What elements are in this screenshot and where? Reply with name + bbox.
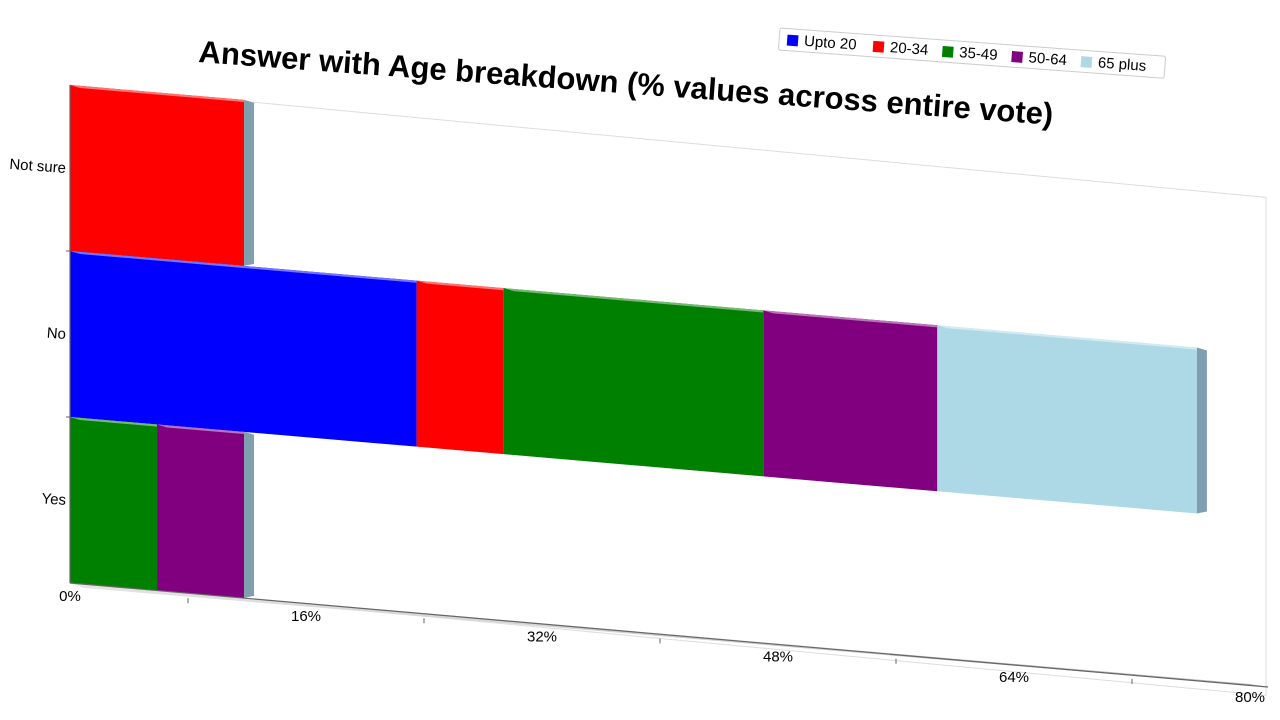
legend-entry: 50-64 [1028, 49, 1068, 69]
legend-entry: 65 plus [1097, 54, 1146, 74]
bar-side-yes [244, 431, 255, 598]
legend: Upto 20 20-34 35-49 50-64 65 plus [778, 27, 1167, 79]
bar-not-sure-1 [70, 85, 245, 266]
legend-swatch [1011, 51, 1024, 63]
bar-top-no-3 [763, 310, 948, 329]
legend-box: Upto 20 20-34 35-49 50-64 65 plus [778, 27, 1167, 79]
bar-yes-3 [157, 424, 245, 598]
x-tick-label: 32% [527, 628, 557, 645]
category-label: Yes [41, 490, 67, 509]
x-tick-label: 64% [999, 669, 1029, 686]
bar-top-no-4 [937, 325, 1207, 351]
x-axis-line [69, 582, 1269, 688]
legend-frame [778, 27, 1167, 79]
bar-top-no-2 [503, 288, 774, 314]
bar-top-no-1 [416, 280, 514, 292]
bar-no-1 [416, 280, 504, 455]
legend-swatch [786, 34, 799, 47]
bar-no-0 [70, 251, 417, 447]
x-tick-label: 0% [59, 588, 81, 605]
bar-no-3 [763, 310, 938, 492]
bar-no-4 [937, 325, 1197, 514]
legend-swatch [1080, 56, 1093, 68]
legend-swatch [941, 45, 954, 58]
x-tick-label: 80% [1235, 689, 1265, 706]
bar-top-yes-2 [70, 417, 168, 428]
bar-no-2 [503, 288, 764, 477]
x-tick-label: 48% [763, 649, 793, 666]
bar-yes-2 [70, 417, 158, 591]
bar-top-yes-3 [157, 424, 255, 435]
bar-side-not-sure [244, 99, 255, 266]
legend-entry: 35-49 [959, 44, 999, 64]
x-tick-label: 16% [291, 608, 321, 625]
bar-side-no [1196, 347, 1207, 514]
category-label: Not sure [9, 156, 67, 177]
legend-entry: 20-34 [889, 39, 929, 59]
bar-group [70, 85, 1207, 598]
legend-swatch [872, 40, 885, 53]
legend-entry: Upto 20 [803, 33, 857, 54]
axes: Not sure No Yes 0% 16% 32% 48% 64% 80% [9, 85, 1269, 706]
bar-top-no-0 [70, 251, 427, 284]
category-label: No [46, 325, 66, 343]
bar-top-not-sure-1 [70, 85, 255, 103]
